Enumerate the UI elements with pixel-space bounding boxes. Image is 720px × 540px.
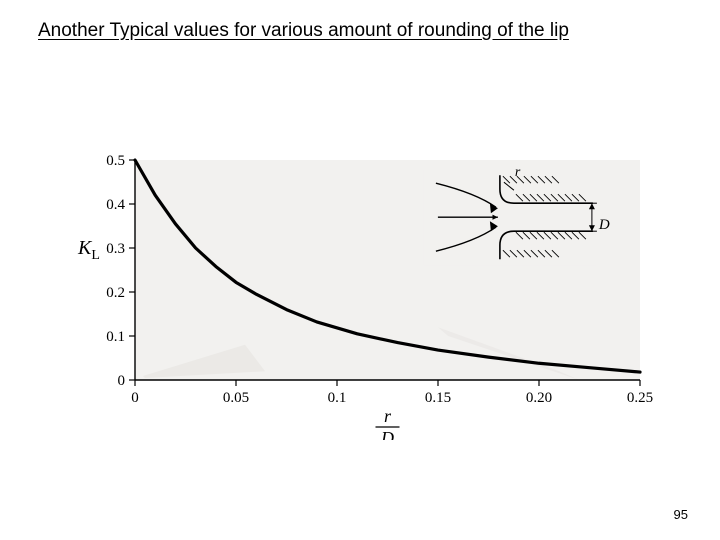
svg-text:r: r xyxy=(515,165,521,180)
chart-container: 00.10.20.30.40.500.050.10.150.200.25KLrD… xyxy=(60,150,660,440)
svg-text:0.15: 0.15 xyxy=(425,390,451,406)
page-number: 95 xyxy=(674,507,688,522)
svg-text:D: D xyxy=(598,217,610,233)
slide-title: Another Typical values for various amoun… xyxy=(38,18,598,44)
svg-text:D: D xyxy=(380,428,394,440)
svg-text:0.4: 0.4 xyxy=(106,197,125,213)
svg-text:KL: KL xyxy=(77,237,100,263)
svg-text:0.20: 0.20 xyxy=(526,390,552,406)
svg-text:0.5: 0.5 xyxy=(106,153,125,169)
svg-text:r: r xyxy=(384,406,392,426)
slide: Another Typical values for various amoun… xyxy=(0,0,720,540)
svg-text:0.1: 0.1 xyxy=(106,329,125,345)
svg-text:0.1: 0.1 xyxy=(328,390,347,406)
svg-text:0.05: 0.05 xyxy=(223,390,249,406)
svg-text:0.3: 0.3 xyxy=(106,241,125,257)
svg-text:0.2: 0.2 xyxy=(106,285,125,301)
svg-text:0: 0 xyxy=(118,373,126,389)
kl-vs-rd-chart: 00.10.20.30.40.500.050.10.150.200.25KLrD… xyxy=(60,150,660,440)
svg-text:0.25: 0.25 xyxy=(627,390,653,406)
svg-text:0: 0 xyxy=(131,390,139,406)
